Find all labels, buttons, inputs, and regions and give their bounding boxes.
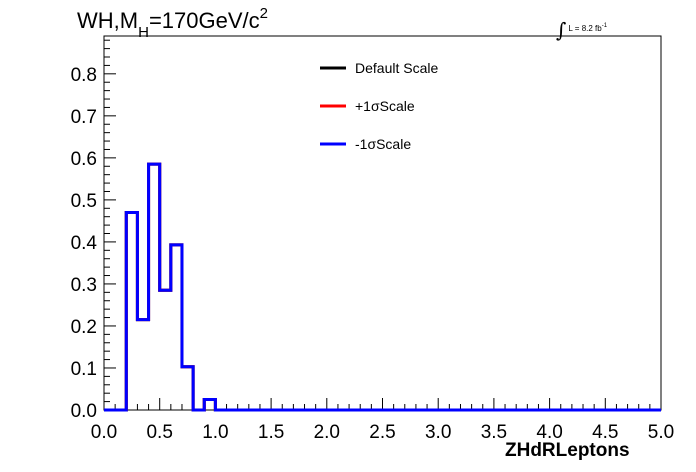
y-tick-label: 0.5: [71, 191, 97, 212]
luminosity-label: ∫ L = 8.2 fb-1: [556, 12, 608, 42]
integral-icon: ∫: [556, 18, 567, 42]
title-subscript: H: [138, 24, 149, 41]
series-line: [104, 162, 661, 412]
x-tick-label: 1.0: [202, 422, 228, 443]
title-rest: =170GeV/c: [148, 8, 260, 33]
x-tick-label: 3.5: [481, 422, 507, 443]
luminosity-text: L = 8.2 fb: [568, 24, 602, 33]
y-tick-label: 0.7: [71, 107, 97, 128]
x-tick-label: 5.0: [648, 422, 674, 443]
series-line: [104, 162, 661, 412]
x-tick-label: 3.0: [425, 422, 451, 443]
title-superscript: 2: [259, 5, 268, 22]
legend: Default Scale +1σScale -1σScale: [320, 60, 438, 152]
x-tick-label: 1.5: [258, 422, 284, 443]
y-tick-label: 0.0: [71, 401, 97, 422]
histogram-series: [104, 162, 661, 412]
x-tick-label: 0.5: [146, 422, 172, 443]
luminosity-superscript: -1: [601, 23, 608, 29]
x-tick-label: 2.0: [314, 422, 340, 443]
x-axis-label: ZHdRLeptons: [505, 440, 630, 461]
x-tick-label: 0.0: [91, 422, 117, 443]
title-main: WH,M: [77, 8, 139, 33]
y-tick-label: 0.6: [71, 149, 97, 170]
x-axis: 0.0 0.5 1.0 1.5 2.0 2.5 3.0 3.5 4.0 4.5 5.0: [91, 398, 674, 443]
y-tick-label: 0.8: [71, 65, 97, 86]
legend-label: Default Scale: [355, 60, 438, 76]
y-tick-label: 0.2: [71, 317, 97, 338]
series-line: [104, 162, 661, 412]
x-tick-label: 4.0: [536, 422, 562, 443]
chart-title: WH,MH=170GeV/c2: [77, 5, 268, 41]
legend-label: -1σScale: [355, 136, 411, 152]
plot-frame: [103, 35, 662, 411]
y-axis: 0.0 0.1 0.2 0.3 0.4 0.5 0.6 0.7 0.8: [71, 39, 116, 422]
legend-label: +1σScale: [355, 98, 415, 114]
x-tick-label: 4.5: [592, 422, 618, 443]
y-tick-label: 0.4: [71, 233, 98, 254]
x-tick-label: 2.5: [369, 422, 395, 443]
y-tick-label: 0.1: [71, 359, 97, 380]
y-tick-label: 0.3: [71, 275, 97, 296]
